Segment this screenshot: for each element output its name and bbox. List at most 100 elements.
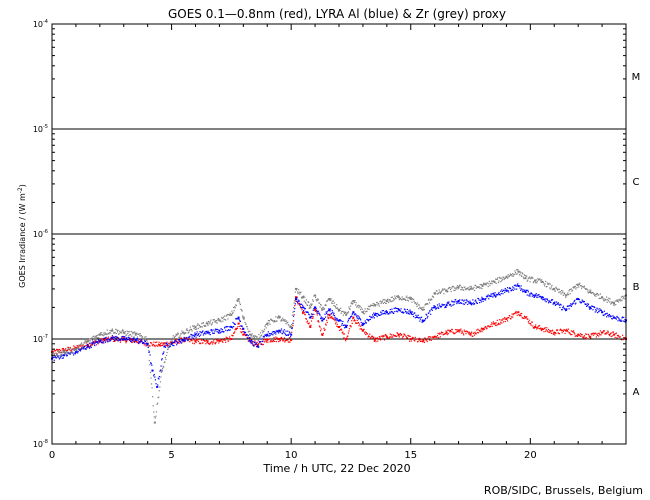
series-0-point-21 bbox=[278, 338, 281, 340]
series-0-point-34 bbox=[385, 335, 388, 338]
y-tick-label-2: 10-6 bbox=[33, 229, 48, 239]
series-2-point-41 bbox=[457, 286, 460, 289]
series-1-point-31 bbox=[338, 319, 340, 322]
series-0 bbox=[51, 296, 627, 354]
y-axis-label: GOES Irradiance / (W m-2) bbox=[17, 184, 27, 288]
series-2-point-46 bbox=[517, 270, 520, 273]
y-tick-label-3: 10-5 bbox=[33, 124, 48, 134]
series-2-point-20 bbox=[256, 338, 259, 340]
series-0-point-39 bbox=[445, 331, 448, 334]
x-tick-label-1: 5 bbox=[168, 450, 174, 461]
series-2-point-14 bbox=[206, 322, 209, 325]
flare-class-B: B bbox=[633, 282, 640, 293]
series-1-point-38 bbox=[409, 311, 412, 314]
series-2-point-1 bbox=[62, 351, 65, 354]
series-2-point-40 bbox=[445, 289, 448, 292]
x-axis-ticks: 0 5 10 15 20 bbox=[49, 24, 627, 461]
chart-title: GOES 0.1—0.8nm (red), LYRA Al (blue) & Z… bbox=[168, 7, 506, 21]
series-2-point-42 bbox=[469, 287, 472, 290]
series-1-point-39 bbox=[421, 319, 424, 322]
series-1-point-52 bbox=[565, 308, 568, 311]
series-2-point-36 bbox=[397, 296, 400, 299]
series-1-point-2 bbox=[74, 351, 77, 354]
series-2-point-10 bbox=[161, 369, 164, 372]
series-1-point-48 bbox=[524, 291, 527, 294]
series-1-point-23 bbox=[278, 329, 281, 332]
series-2-point-17 bbox=[237, 298, 240, 301]
series-2-point-11 bbox=[170, 338, 173, 340]
series-2-point-13 bbox=[194, 326, 197, 329]
series-2-point-37 bbox=[409, 298, 412, 301]
series-1-point-32 bbox=[345, 326, 348, 329]
y-axis-label-text: GOES Irradiance / (W m bbox=[18, 193, 27, 288]
series-2-point-52 bbox=[577, 283, 580, 286]
series-1-point-51 bbox=[553, 302, 556, 305]
series-0-point-40 bbox=[457, 329, 460, 332]
series-0-point-20 bbox=[266, 338, 269, 341]
series-2 bbox=[51, 268, 627, 424]
y-tick-label-1: 10-7 bbox=[33, 334, 48, 344]
series-0-point-23 bbox=[294, 296, 297, 299]
series-0-point-12 bbox=[194, 340, 197, 343]
series-0-point-41 bbox=[469, 333, 472, 336]
series-2-point-18 bbox=[242, 316, 245, 319]
x-tick-label-2: 10 bbox=[285, 450, 298, 461]
series-1-point-54 bbox=[589, 306, 592, 309]
series-2-point-23 bbox=[290, 326, 293, 329]
series-0-point-31 bbox=[352, 316, 355, 319]
y-axis-ticks: 10-8 10-7 10-6 10-5 10-4 bbox=[33, 19, 626, 449]
series-2-point-47 bbox=[524, 277, 527, 280]
x-tick-label-4: 20 bbox=[524, 450, 537, 461]
series-0-point-1 bbox=[62, 349, 65, 352]
series-1-point-44 bbox=[481, 298, 484, 301]
series-0-point-25 bbox=[309, 326, 312, 329]
series-2-point-32 bbox=[352, 300, 355, 303]
series-1-point-18 bbox=[237, 316, 240, 319]
series-2-point-22 bbox=[278, 316, 281, 319]
series-0-point-28 bbox=[328, 313, 331, 316]
series-0-point-14 bbox=[218, 339, 221, 342]
series-1-point-25 bbox=[294, 298, 297, 301]
series-0-point-13 bbox=[206, 341, 209, 344]
series-1-point-41 bbox=[445, 304, 448, 307]
series-2-point-9 bbox=[153, 421, 156, 424]
data-series bbox=[51, 268, 627, 424]
series-1-point-35 bbox=[373, 313, 376, 316]
credit-text: ROB/SIDC, Brussels, Belgium bbox=[484, 484, 643, 497]
series-1 bbox=[51, 283, 627, 388]
series-2-point-35 bbox=[385, 300, 388, 303]
series-1-point-8 bbox=[146, 342, 149, 345]
series-1-point-12 bbox=[170, 342, 173, 345]
series-1-point-13 bbox=[182, 338, 185, 341]
y-axis-label-close: ) bbox=[18, 184, 27, 187]
series-0-point-49 bbox=[553, 331, 556, 334]
series-1-point-26 bbox=[302, 306, 305, 309]
flare-class-C: C bbox=[633, 177, 640, 188]
series-1-point-14 bbox=[194, 333, 197, 336]
series-0-point-33 bbox=[373, 338, 376, 341]
series-1-point-50 bbox=[541, 296, 544, 299]
y-tick-label-0: 10-8 bbox=[33, 439, 48, 449]
flare-threshold-lines bbox=[52, 128, 626, 340]
series-1-point-34 bbox=[361, 322, 364, 325]
series-2-point-34 bbox=[373, 304, 376, 307]
series-1-point-6 bbox=[122, 338, 125, 340]
series-1-point-16 bbox=[218, 329, 221, 332]
series-2-point-39 bbox=[433, 292, 436, 295]
flare-class-M: M bbox=[632, 72, 641, 83]
series-2-point-25 bbox=[302, 296, 305, 299]
series-2-point-26 bbox=[309, 306, 312, 309]
series-2-point-30 bbox=[338, 308, 340, 311]
series-1-point-40 bbox=[433, 306, 436, 309]
series-1-point-22 bbox=[266, 333, 269, 336]
series-2-point-31 bbox=[345, 313, 348, 316]
series-1-point-20 bbox=[249, 340, 252, 343]
series-2-point-43 bbox=[481, 284, 484, 287]
series-2-point-33 bbox=[361, 311, 364, 314]
series-0-point-9 bbox=[158, 343, 161, 346]
series-1-point-45 bbox=[493, 294, 496, 297]
series-0-point-35 bbox=[397, 333, 400, 336]
series-2-point-45 bbox=[505, 275, 508, 278]
series-1-point-24 bbox=[290, 333, 293, 336]
